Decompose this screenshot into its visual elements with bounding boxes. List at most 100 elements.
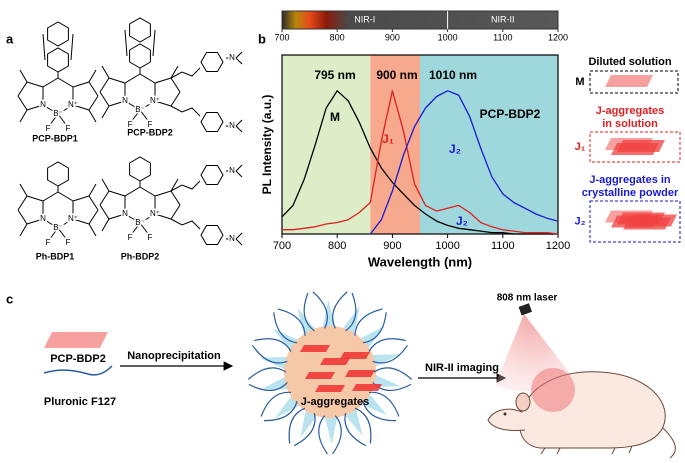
aggregate-bar xyxy=(320,358,350,365)
annotation: 795 nm xyxy=(314,68,355,82)
polymer-strand xyxy=(372,344,409,364)
polymer-strand xyxy=(345,292,357,332)
y-axis-label: PL Intensity (a.u.) xyxy=(260,95,274,195)
x-tick-label: 1200 xyxy=(546,240,570,252)
polymer-strand xyxy=(303,292,315,332)
bonds xyxy=(170,164,243,246)
legend-title: in solution xyxy=(602,118,658,130)
atom-label: N⁺ xyxy=(150,209,160,218)
x-tick-label: 1100 xyxy=(491,240,515,252)
bonds xyxy=(170,51,243,133)
micelle-spike xyxy=(370,354,400,368)
series-label: J₂ xyxy=(449,142,461,156)
series-label: M xyxy=(330,110,340,124)
mouse-head xyxy=(487,408,526,431)
legend-title: crystalline powder xyxy=(582,187,679,199)
structure-name: Ph-BDP2 xyxy=(121,251,160,261)
aggregate-bar xyxy=(315,385,345,392)
laser-label: 808 nm laser xyxy=(497,293,558,304)
x-tick-label: 900 xyxy=(383,240,401,252)
ring xyxy=(129,156,151,182)
aggregate-bar xyxy=(305,372,335,379)
bar-tick-label: 1200 xyxy=(548,32,568,42)
aggregate-bar xyxy=(352,384,382,391)
bonds xyxy=(99,29,181,123)
nanoparticle-label: J-aggregates xyxy=(301,396,369,408)
ring xyxy=(129,17,151,43)
dye-icon xyxy=(44,332,108,348)
polymer-strand xyxy=(332,415,342,455)
panel-b: b NIR-I NIR-II 700 800 900 1000 1100 1200 700 800 9… xyxy=(258,10,570,269)
bar-tick-label: 1100 xyxy=(493,32,512,42)
structure-name: PCP-BDP2 xyxy=(127,127,173,137)
atom-label: N xyxy=(229,234,235,243)
atom-label: N⁺ xyxy=(150,96,160,105)
micelle-spike xyxy=(343,407,363,437)
atom-label: F xyxy=(66,124,71,133)
atom-label: F xyxy=(66,238,71,247)
aggregate-bar xyxy=(340,352,370,359)
structure: N N⁺ B⁻F F N N xyxy=(99,156,243,246)
legend-title: Diluted solution xyxy=(588,56,671,68)
step-label: Nanoprecipitation xyxy=(127,350,221,362)
polymer-strand xyxy=(288,407,306,444)
polymer-strand xyxy=(318,415,328,455)
legend-box xyxy=(589,200,681,243)
polymer-strand xyxy=(293,413,316,447)
aggregate-icon xyxy=(605,75,653,87)
x-tick-label: 800 xyxy=(328,240,346,252)
atom-label: N xyxy=(229,53,235,62)
signal-spot xyxy=(531,368,575,412)
polymer-strand xyxy=(312,291,328,329)
atom-label: N xyxy=(40,100,46,109)
polymer-strand xyxy=(248,382,288,392)
polymer-strand xyxy=(251,344,288,364)
polymer-strand xyxy=(373,367,413,380)
step-label: NIR-II imaging xyxy=(425,362,499,374)
x-axis-label: Wavelength (nm) xyxy=(368,254,472,269)
polymer-strand xyxy=(332,291,348,329)
polymer-strand xyxy=(273,312,298,344)
bonds xyxy=(99,178,181,236)
annotation: 900 nm xyxy=(376,68,417,82)
laser-device xyxy=(518,303,533,316)
annotation: PCP-BDP2 xyxy=(480,107,541,121)
atom-label: F xyxy=(148,233,153,242)
legend-key: J₁ xyxy=(575,141,586,153)
nanoparticle xyxy=(247,291,413,455)
legend-title: J-aggregates xyxy=(596,105,664,117)
region xyxy=(370,55,420,234)
bonds xyxy=(17,33,99,127)
ring xyxy=(47,47,69,73)
series-line xyxy=(281,90,558,235)
polymer-strand xyxy=(354,308,383,336)
region xyxy=(420,55,558,234)
bonds xyxy=(17,183,99,241)
panel-label: c xyxy=(6,291,13,306)
aggregate-icon xyxy=(629,214,677,227)
legend-box xyxy=(589,131,681,163)
atom-label: N⁺ xyxy=(68,100,78,109)
ring xyxy=(200,225,224,245)
atom-label: N xyxy=(122,209,128,218)
ring xyxy=(200,52,224,72)
atom-label: B⁻ xyxy=(135,105,145,114)
structure: N N⁺ B⁻F F xyxy=(17,161,99,249)
mouse-feet xyxy=(540,445,633,455)
ring xyxy=(47,21,69,47)
band-label: NIR-I xyxy=(354,14,375,24)
legend-key: M xyxy=(575,76,584,88)
x-tick-label: 1000 xyxy=(435,240,459,252)
aggregate-bar xyxy=(345,370,375,377)
micelle-spike xyxy=(300,408,319,438)
polymer-strand xyxy=(368,338,406,352)
polymer-strand xyxy=(354,407,372,444)
micelle-spike xyxy=(322,300,336,329)
region xyxy=(282,55,371,234)
x-tick-label: 700 xyxy=(273,240,291,252)
aggregate-bar xyxy=(300,345,330,352)
series-line xyxy=(369,90,559,235)
structure-name: Ph-BDP1 xyxy=(36,251,75,261)
